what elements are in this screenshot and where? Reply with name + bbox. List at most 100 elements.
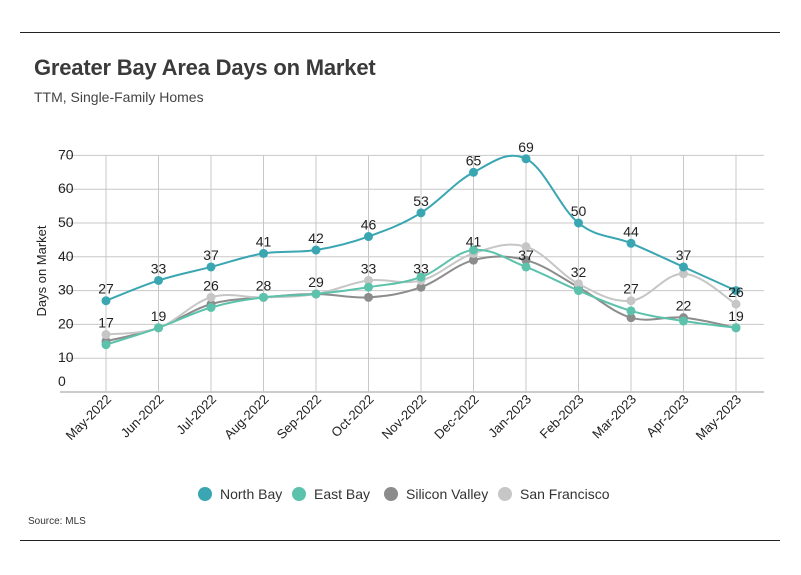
data-label-north-bay: 46 bbox=[361, 217, 377, 233]
y-tick-label: 70 bbox=[58, 146, 74, 162]
data-point-silicon-valley bbox=[469, 255, 478, 265]
x-tick-label: Feb-2023 bbox=[537, 392, 587, 442]
data-label-east-bay: 37 bbox=[518, 247, 534, 263]
data-point-east-bay bbox=[679, 316, 688, 326]
data-point-north-bay bbox=[679, 262, 688, 272]
y-tick-label: 20 bbox=[58, 315, 74, 331]
data-point-east-bay bbox=[206, 303, 216, 312]
y-axis-label: Days on Market bbox=[34, 225, 49, 316]
data-point-east-bay bbox=[731, 323, 741, 333]
data-label-san-francisco: 32 bbox=[571, 264, 587, 280]
data-label-san-francisco: 28 bbox=[256, 277, 272, 293]
x-axis-ticks: May-2022 Jun-2022 Jul-2022 Aug-2022 Sep-2022… bbox=[63, 392, 744, 443]
data-label-north-bay: 37 bbox=[203, 247, 219, 263]
x-tick-label: Nov-2022 bbox=[379, 392, 429, 442]
data-point-east-bay bbox=[521, 262, 531, 272]
data-label-north-bay: 50 bbox=[571, 203, 587, 219]
data-point-north-bay bbox=[364, 232, 373, 242]
data-point-san-francisco bbox=[206, 292, 216, 302]
legend-marker-san-francisco bbox=[498, 487, 512, 501]
legend-marker-east-bay bbox=[292, 487, 306, 501]
data-labels: 22 17 19 26 28 29 33 33 41 32 27 26 37 19 27 33 37 41 42 46… bbox=[98, 139, 744, 331]
data-label-san-francisco: 17 bbox=[98, 315, 114, 331]
legend-label-silicon-valley: Silicon Valley bbox=[406, 486, 488, 502]
y-axis-ticks: 0 10 20 30 40 50 60 70 bbox=[58, 146, 74, 389]
data-point-east-bay bbox=[469, 245, 478, 255]
data-label-san-francisco: 27 bbox=[623, 281, 639, 297]
x-tick-label: Sep-2022 bbox=[274, 392, 324, 442]
data-point-san-francisco bbox=[679, 269, 688, 279]
x-tick-label: Dec-2022 bbox=[431, 392, 481, 442]
data-point-east-bay bbox=[311, 289, 321, 299]
data-label-east-bay: 19 bbox=[728, 308, 744, 324]
data-label-north-bay: 44 bbox=[623, 223, 639, 239]
data-point-north-bay bbox=[259, 248, 268, 258]
legend: North Bay East Bay Silicon Valley San Franc… bbox=[198, 486, 610, 502]
data-point-north-bay bbox=[311, 245, 321, 255]
data-point-north-bay bbox=[206, 262, 216, 272]
data-point-east-bay bbox=[154, 323, 163, 333]
top-rule bbox=[20, 32, 780, 33]
data-label-san-francisco: 26 bbox=[203, 277, 219, 293]
data-label-north-bay: 33 bbox=[151, 260, 167, 276]
source-note: Source: MLS bbox=[28, 516, 86, 527]
data-point-san-francisco bbox=[626, 296, 636, 306]
data-label-north-bay: 27 bbox=[98, 281, 114, 297]
legend-label-san-francisco: San Francisco bbox=[520, 486, 610, 502]
data-point-silicon-valley bbox=[626, 313, 636, 323]
y-tick-label: 10 bbox=[58, 349, 74, 365]
chart-subtitle: TTM, Single-Family Homes bbox=[34, 89, 204, 105]
data-point-north-bay bbox=[469, 167, 478, 177]
data-point-north-bay bbox=[731, 286, 741, 296]
data-label-san-francisco: 41 bbox=[466, 233, 482, 249]
x-tick-label: May-2023 bbox=[693, 392, 744, 443]
x-tick-label: Aug-2022 bbox=[221, 392, 271, 442]
x-tick-label: Jun-2022 bbox=[118, 392, 167, 441]
data-label-san-francisco: 26 bbox=[728, 284, 744, 300]
bottom-rule bbox=[20, 540, 780, 541]
legend-marker-north-bay bbox=[198, 487, 212, 501]
series-lines bbox=[101, 154, 741, 350]
data-point-east-bay bbox=[626, 306, 636, 316]
data-label-north-bay: 53 bbox=[413, 193, 429, 209]
data-point-silicon-valley bbox=[521, 255, 531, 265]
chart-title: Greater Bay Area Days on Market bbox=[34, 55, 376, 80]
y-tick-label: 0 bbox=[58, 373, 66, 389]
data-point-east-bay bbox=[416, 272, 426, 282]
data-label-san-francisco: 19 bbox=[151, 308, 167, 324]
data-point-silicon-valley bbox=[364, 292, 373, 302]
data-point-silicon-valley bbox=[416, 282, 426, 292]
data-point-san-francisco bbox=[574, 279, 583, 289]
data-label-north-bay: 42 bbox=[308, 230, 324, 246]
data-label-san-francisco: 29 bbox=[308, 274, 324, 290]
y-tick-label: 60 bbox=[58, 180, 74, 196]
legend-label-north-bay: North Bay bbox=[220, 486, 282, 502]
data-label-north-bay: 69 bbox=[518, 139, 534, 155]
data-point-north-bay bbox=[521, 154, 531, 164]
x-tick-label: Apr-2023 bbox=[643, 392, 691, 440]
data-label-north-bay: 37 bbox=[676, 247, 692, 263]
data-point-north-bay bbox=[416, 208, 426, 218]
data-label-san-francisco: 33 bbox=[413, 260, 429, 276]
y-tick-label: 40 bbox=[58, 248, 74, 264]
data-label-north-bay: 41 bbox=[256, 233, 272, 249]
data-point-north-bay bbox=[154, 275, 163, 285]
data-point-san-francisco bbox=[731, 299, 741, 309]
x-tick-label: Jul-2022 bbox=[173, 392, 219, 438]
data-point-san-francisco bbox=[364, 275, 373, 285]
x-tick-label: Jan-2023 bbox=[485, 392, 534, 441]
x-tick-label: Mar-2023 bbox=[589, 392, 639, 442]
legend-marker-silicon-valley bbox=[384, 487, 398, 501]
data-point-east-bay bbox=[259, 292, 268, 302]
y-tick-label: 50 bbox=[58, 214, 74, 230]
legend-label-east-bay: East Bay bbox=[314, 486, 370, 502]
x-tick-label: May-2022 bbox=[63, 392, 114, 443]
data-point-east-bay bbox=[101, 340, 111, 350]
data-point-san-francisco bbox=[101, 330, 111, 340]
data-point-north-bay bbox=[574, 218, 583, 228]
data-point-north-bay bbox=[101, 296, 111, 306]
data-point-east-bay bbox=[574, 286, 583, 296]
data-point-san-francisco bbox=[521, 242, 531, 252]
data-label-silicon-valley: 22 bbox=[676, 298, 692, 314]
